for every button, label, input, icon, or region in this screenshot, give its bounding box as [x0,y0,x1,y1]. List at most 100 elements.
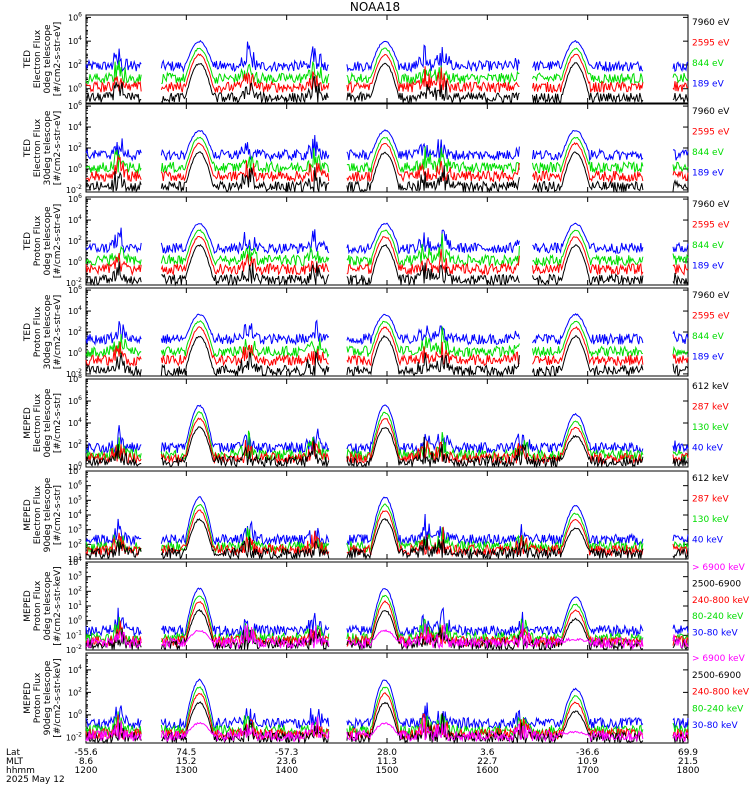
y-tick-label: 104 [68,417,82,428]
y-tick-exp: 4 [78,214,82,221]
y-tick-label: 102 [68,142,82,153]
y-tick-label: 104 [68,35,82,46]
y-tick-label: 104 [68,664,82,675]
y-tick-label: 104 [68,121,82,132]
y-tick-exp: 7 [78,465,82,472]
x-tick-lat: 28.0 [377,748,397,758]
series-red-trace [346,510,644,558]
y-tick-exp: 2 [78,538,82,545]
x-tick-hhmm: 1500 [376,766,399,776]
series-blue-trace [346,129,520,161]
series-blue-trace [346,588,644,638]
series-black-trace [161,243,330,287]
series-blue-trace [672,440,689,453]
legend-label: 40 keV [692,444,724,454]
series-black-trace [161,63,330,105]
y-axis-label: 0deg telescope [43,24,53,94]
x-tick-hhmm: 1800 [677,766,700,776]
legend-label: 2595 eV [692,221,730,231]
series-green-trace [160,229,330,267]
legend-label: 844 eV [692,148,725,158]
y-tick-label: 10-2 [66,644,82,655]
legend-label: 130 keV [692,515,729,525]
legend-label: 2500-6900 [692,671,741,681]
y-tick-label: 104 [68,509,82,520]
series-blue-trace [85,48,142,73]
legend-label: 612 keV [692,382,729,392]
y-tick-exp: -2 [76,644,82,651]
series-blue-trace [672,534,689,545]
legend-label: 7960 eV [692,107,730,117]
y-tick-label: 10-2 [66,184,82,195]
y-tick-label: 103 [68,571,82,582]
series-green-trace [532,320,643,358]
x-tick-lat: 74.5 [176,748,196,758]
series-black-trace [160,608,330,651]
series-black-trace [85,539,142,561]
x-tick-hhmm: 1600 [476,766,499,776]
panel-frame [85,287,689,377]
y-tick-exp: 4 [78,35,82,42]
y-tick-label: 106 [68,480,82,491]
legend-label: 2500-6900 [692,579,741,589]
legend-label: 7960 eV [692,291,730,301]
y-axis-label: Electron Flux [33,118,43,177]
y-axis-label: Electron Flux [33,29,43,88]
y-tick-label: 102 [68,538,82,549]
y-axis-label: Proton Flux [33,580,43,631]
series-green-trace [672,345,689,357]
series-green-trace [85,149,142,175]
series-red-trace [85,154,142,183]
series-green-trace [672,540,689,550]
series-red-trace [672,263,689,276]
y-tick-label: 105 [68,494,82,505]
x-tick-mlt: 8.6 [79,757,94,767]
series-blue-trace [532,313,644,346]
y-axis-label: [#/cm2-s-str] [53,485,63,545]
y-axis-label: [#/cm2-s-str-eV] [53,295,63,370]
series-green-trace [672,161,689,173]
series-black-trace [532,62,644,105]
y-tick-exp: 0 [78,709,82,716]
x-tick-mlt: 23.6 [277,757,297,767]
series-black-trace [672,548,689,561]
series-green-trace [532,136,644,175]
y-tick-exp: 4 [78,305,82,312]
y-axis-label: TED [23,232,33,251]
y-axis-label: [#/cm2-s-str-eV] [53,22,63,97]
series-blue-trace [672,241,689,253]
series-green-trace [85,245,142,266]
y-tick-exp: 6 [78,11,82,18]
legend-label: 287 keV [692,403,729,413]
y-tick-label: 10-2 [66,277,82,288]
y-axis-label: MEPED [23,682,33,714]
series-red-trace [346,235,520,276]
series-black-trace [532,335,644,378]
y-axis-label: [#/cm2-s-str-keV] [53,658,63,737]
series-blue-trace [346,222,520,255]
y-tick-label: 102 [68,235,82,246]
series-black-trace [672,363,689,377]
x-tick-lat: 3.6 [480,748,495,758]
x-row-label: hhmm [6,766,35,776]
series-blue-trace [672,61,689,73]
y-axis-label: MEPED [23,590,33,622]
y-tick-exp: 3 [78,571,82,578]
legend-label: 240-800 keV [692,596,750,606]
series-green-trace [672,722,689,736]
series-red-trace [532,236,644,277]
series-blue-trace [160,404,330,454]
y-tick-label: 104 [68,556,82,567]
panel-4: 10-2 100 102 104 106 TED Proton Flux 30deg tele… [23,284,730,379]
series-blue-trace [346,313,520,346]
chart-title: NOAA18 [349,0,401,14]
x-tick-mlt: 21.5 [678,757,698,767]
y-tick-exp: 6 [78,100,82,107]
x-tick-mlt: 15.2 [176,757,196,767]
y-tick-label: 100 [68,347,82,358]
y-tick-label: 100 [68,461,82,472]
series-blue-trace [346,40,520,73]
x-tick-hhmm: 1200 [75,766,98,776]
legend-label: 189 eV [692,80,725,90]
